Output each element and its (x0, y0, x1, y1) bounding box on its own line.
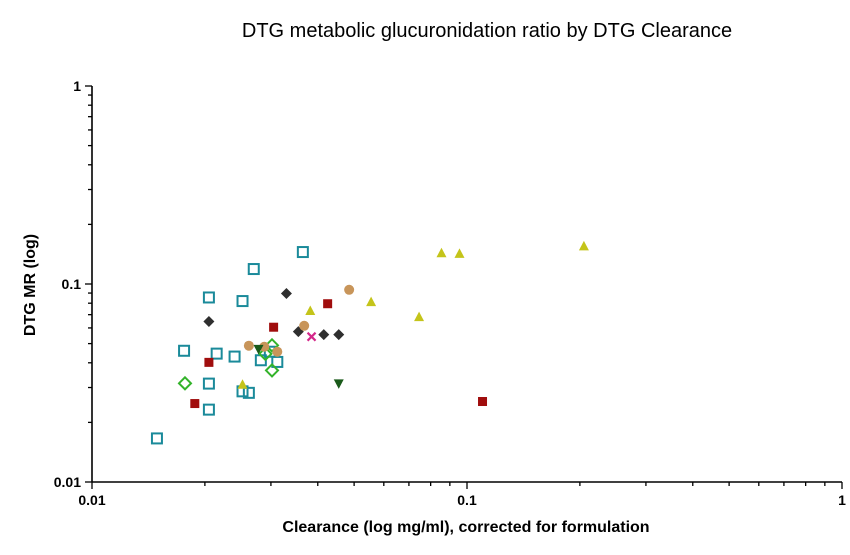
data-point-open-square (202, 291, 215, 304)
data-point-open-diamond (177, 375, 193, 391)
data-point-filled-square (204, 357, 214, 367)
data-point-open-square (202, 403, 215, 416)
y-tick-label: 0.1 (62, 276, 82, 292)
data-point-open-diamond (257, 346, 273, 362)
x-tick-label: 0.01 (78, 492, 105, 508)
data-point-open-square (242, 386, 255, 399)
data-point-filled-circle (259, 341, 270, 352)
data-point-filled-diamond (318, 329, 330, 341)
data-point-open-square (247, 263, 260, 276)
data-point-filled-diamond (333, 329, 345, 341)
x-axis-tick-labels: 0.01 0.1 1 (78, 492, 846, 508)
x-axis-label: Clearance (log mg/ml), corrected for for… (282, 519, 649, 536)
data-point-open-square (296, 246, 309, 259)
data-point-triangle-down (333, 379, 344, 389)
data-point-open-square (236, 295, 249, 308)
data-point-filled-square (269, 322, 279, 332)
data-point-open-diamond (264, 363, 280, 378)
x-tick-label: 1 (838, 492, 846, 508)
data-point-triangle-up (366, 296, 377, 307)
y-tick-label: 1 (73, 78, 81, 94)
y-axis-ticks (85, 85, 92, 483)
data-point-cross (306, 331, 317, 342)
data-point-open-square (210, 347, 223, 360)
y-axis-tick-labels: 0.01 0.1 1 (54, 78, 81, 490)
data-point-filled-square (323, 299, 333, 309)
data-point-filled-diamond (280, 288, 292, 300)
data-point-triangle-up (305, 305, 316, 316)
data-point-filled-circle (243, 340, 254, 351)
data-points (150, 240, 589, 445)
y-tick-label: 0.01 (54, 474, 81, 490)
data-point-open-square (271, 355, 284, 368)
data-point-open-square (202, 377, 215, 390)
data-point-open-square (228, 350, 241, 363)
data-point-triangle-up (436, 247, 447, 258)
data-point-triangle-up (454, 248, 465, 258)
data-point-open-diamond (264, 337, 280, 353)
data-point-open-square (178, 344, 191, 357)
data-point-triangle-up (414, 311, 425, 322)
x-axis-ticks (91, 482, 843, 489)
data-point-triangle-down (253, 344, 264, 355)
data-point-triangle-up (578, 240, 589, 251)
data-point-filled-circle (272, 346, 283, 357)
x-tick-label: 0.1 (457, 492, 477, 508)
data-point-open-square (150, 432, 163, 445)
data-point-triangle-up (237, 379, 248, 389)
data-point-filled-square (478, 397, 488, 407)
data-point-filled-circle (344, 284, 355, 295)
data-point-filled-square (190, 399, 200, 409)
y-axis-label: DTG MR (log) (22, 234, 39, 336)
data-point-filled-diamond (203, 315, 215, 327)
chart-title: DTG metabolic glucuronidation ratio by D… (242, 20, 732, 42)
data-point-filled-circle (299, 320, 310, 331)
